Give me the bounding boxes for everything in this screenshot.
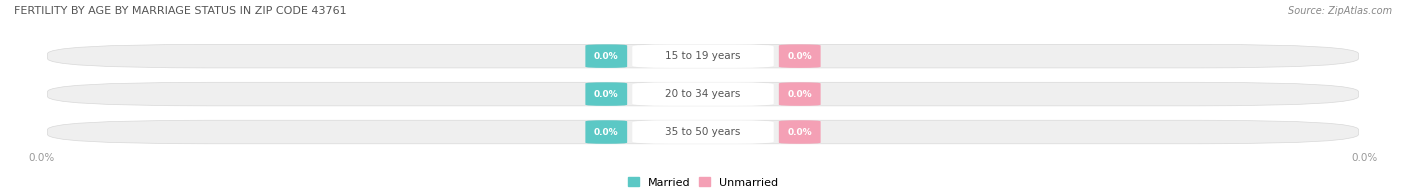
FancyBboxPatch shape	[779, 44, 821, 68]
FancyBboxPatch shape	[633, 82, 773, 106]
FancyBboxPatch shape	[48, 44, 1358, 68]
Text: 0.0%: 0.0%	[593, 128, 619, 137]
FancyBboxPatch shape	[633, 44, 773, 68]
Text: 0.0%: 0.0%	[787, 128, 813, 137]
FancyBboxPatch shape	[633, 120, 773, 144]
Text: 0.0%: 0.0%	[1351, 153, 1378, 163]
FancyBboxPatch shape	[585, 120, 627, 144]
Text: 0.0%: 0.0%	[593, 52, 619, 61]
FancyBboxPatch shape	[48, 120, 1358, 144]
Text: 0.0%: 0.0%	[787, 90, 813, 99]
Text: 0.0%: 0.0%	[593, 90, 619, 99]
Text: 0.0%: 0.0%	[787, 52, 813, 61]
Text: 0.0%: 0.0%	[28, 153, 55, 163]
Text: 20 to 34 years: 20 to 34 years	[665, 89, 741, 99]
FancyBboxPatch shape	[48, 82, 1358, 106]
Text: 35 to 50 years: 35 to 50 years	[665, 127, 741, 137]
FancyBboxPatch shape	[585, 44, 627, 68]
FancyBboxPatch shape	[779, 120, 821, 144]
Text: 15 to 19 years: 15 to 19 years	[665, 51, 741, 61]
Text: Source: ZipAtlas.com: Source: ZipAtlas.com	[1288, 6, 1392, 16]
FancyBboxPatch shape	[779, 82, 821, 106]
Legend: Married, Unmarried: Married, Unmarried	[623, 173, 783, 192]
FancyBboxPatch shape	[585, 82, 627, 106]
Text: FERTILITY BY AGE BY MARRIAGE STATUS IN ZIP CODE 43761: FERTILITY BY AGE BY MARRIAGE STATUS IN Z…	[14, 6, 347, 16]
